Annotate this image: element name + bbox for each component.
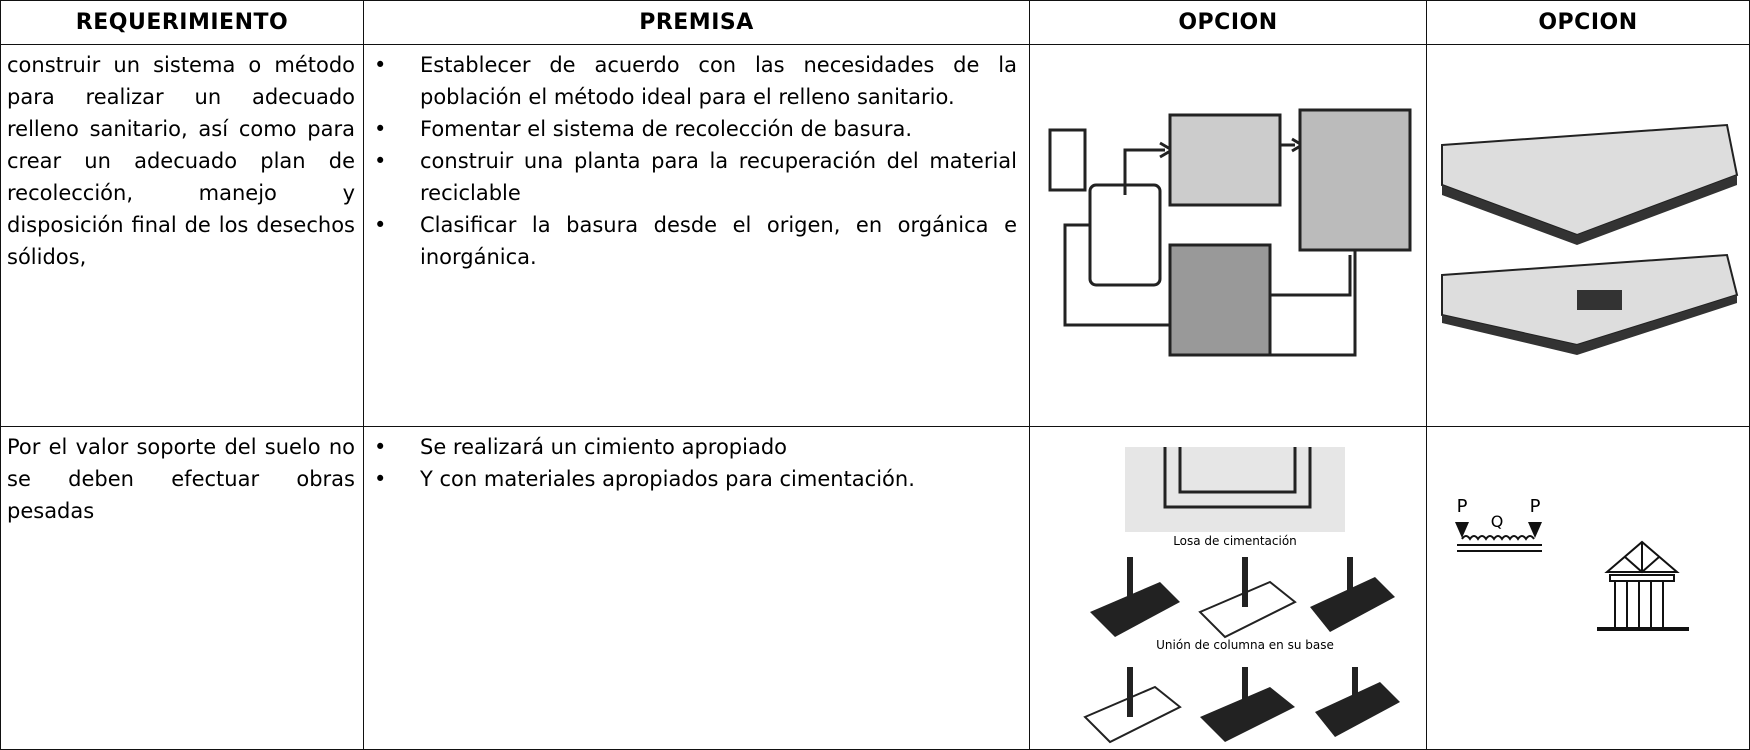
requirement: construir un sistema o método para reali… (0, 44, 364, 427)
premises: Se realizará un cimiento apropiado Y con… (363, 426, 1030, 750)
option-image: Losa de cimentación Unión de columna en … (1029, 426, 1427, 750)
load-sketch: P Q P (1455, 496, 1689, 631)
premise: Fomentar el sistema de recolección de ba… (364, 113, 1017, 145)
row: construir un sistema o método para reali… (0, 44, 1750, 427)
header: OPCION (1426, 0, 1750, 45)
header: OPCION (1029, 0, 1427, 45)
premises: Establecer de acuerdo con las necesidade… (363, 44, 1030, 427)
premise: Y con materiales apropiados para cimenta… (364, 463, 1017, 495)
image-label: P (1530, 496, 1541, 517)
header-row: REQUERIMIENTO PREMISA OPCION OPCION (0, 0, 1750, 45)
header: PREMISA (363, 0, 1030, 45)
foundation-sketch: Losa de cimentación Unión de columna en … (1083, 447, 1400, 744)
option-image: P Q P (1426, 426, 1750, 750)
image-label: Unión de columna en su base (1156, 638, 1334, 652)
image-label: Q (1491, 512, 1504, 531)
premise: Se realizará un cimiento apropiado (364, 431, 1017, 463)
premise: Establecer de acuerdo con las necesidade… (364, 49, 1017, 113)
option-image (1426, 44, 1750, 427)
row: Por el valor soporte del suelo no se deb… (0, 426, 1750, 750)
premise-list: Se realizará un cimiento apropiado Y con… (364, 431, 1029, 495)
requirement: Por el valor soporte del suelo no se deb… (0, 426, 364, 750)
premise: construir una planta para la recuperació… (364, 145, 1017, 209)
header: REQUERIMIENTO (0, 0, 364, 45)
premise-list: Establecer de acuerdo con las necesidade… (364, 49, 1029, 273)
option-image (1029, 44, 1427, 427)
premise: Clasificar la basura desde el origen, en… (364, 209, 1017, 273)
landfill-sketch (1441, 123, 1739, 355)
image-label: P (1457, 496, 1468, 517)
image-label: Losa de cimentación (1173, 534, 1297, 548)
recycling-diagram (1048, 108, 1412, 357)
